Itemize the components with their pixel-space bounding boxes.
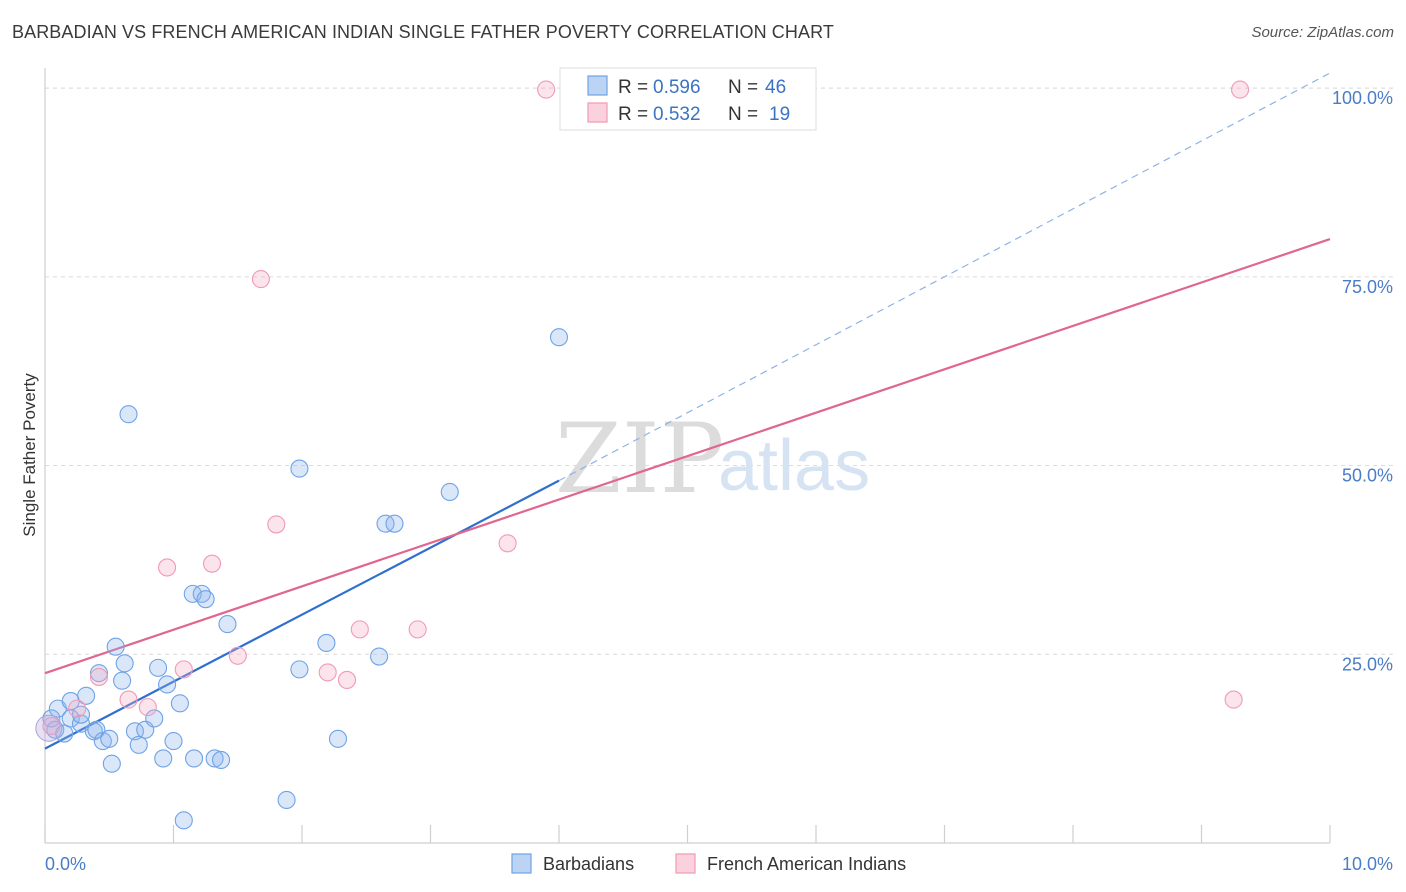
barbadian-point-17 [115, 654, 134, 673]
barbadian-point-43 [385, 514, 404, 533]
barbadian-point-27 [170, 694, 189, 713]
barbadian-point-41 [370, 647, 389, 666]
french-american-indian-point-9 [251, 270, 270, 289]
stats-swatch-blue [587, 75, 608, 96]
barbadian-point-15 [106, 637, 125, 656]
barbadian-point-10 [87, 720, 106, 739]
barbadian-point-22 [145, 709, 164, 728]
french-american-indian-point-6 [174, 660, 193, 679]
barbadian-trend-line [44, 479, 560, 750]
barbadian-trend-extension [558, 72, 1331, 482]
y-tick-label-3: 100.0% [1332, 88, 1393, 108]
french-american-indian-point-12 [337, 670, 357, 689]
stats-r-label-blue: R = [618, 77, 648, 98]
chart-title: BARBADIAN VS FRENCH AMERICAN INDIAN SING… [12, 22, 834, 42]
barbadian-point-20 [129, 735, 148, 754]
legend-label-blue[interactable]: Barbadians [543, 854, 634, 874]
legend-swatch-pink[interactable] [675, 853, 696, 874]
french-american-indian-point-18 [1231, 80, 1250, 99]
barbadian-point-40 [328, 729, 348, 748]
trend-lines [44, 72, 1331, 750]
barbadian-point-0 [42, 709, 61, 728]
barbadian-point-13 [100, 729, 119, 748]
watermark: ZIP atlas [555, 403, 870, 515]
french-american-indian-point-16 [537, 80, 556, 99]
barbadian-point-14 [102, 754, 121, 773]
stats-n-value-blue: 46 [765, 77, 786, 98]
x-tick-label-1: 10.0% [1342, 854, 1393, 874]
french-american-indian-point-15 [498, 534, 517, 553]
axes [44, 68, 1331, 844]
y-tick-label-1: 50.0% [1342, 466, 1393, 486]
barbadian-point-25 [158, 675, 177, 694]
stats-r-label-pink: R = [618, 104, 648, 125]
y-tick-label-2: 75.0% [1342, 277, 1393, 297]
data-points [35, 80, 1250, 830]
barbadian-point-44 [440, 482, 459, 502]
barbadian-point-34 [211, 750, 231, 770]
french-american-indian-point-3 [119, 690, 138, 709]
french-american-indian-point-13 [350, 620, 369, 639]
french-american-indian-point-4 [138, 698, 157, 717]
gridlines [45, 87, 1393, 655]
tick-labels: 25.0% 50.0% 75.0% 100.0% 0.0% 10.0% [45, 88, 1393, 874]
x-tick-label-0: 0.0% [45, 854, 86, 874]
watermark-zip: ZIP [555, 403, 724, 515]
y-tick-label-0: 25.0% [1342, 654, 1393, 674]
french-american-indian-point-10 [267, 515, 286, 534]
barbadian-point-30 [185, 749, 204, 768]
stats-n-label-pink: N = [728, 104, 758, 125]
barbadian-point-16 [113, 671, 132, 690]
french-american-indian-point-14 [408, 620, 427, 639]
legend: Barbadians French American Indians [511, 853, 906, 874]
french-american-indian-point-8 [228, 646, 247, 665]
french-american-indian-point-17 [1224, 690, 1243, 709]
french-american-indian-point-7 [203, 554, 222, 573]
stats-n-label-blue: N = [728, 77, 758, 98]
origin-cluster-point [35, 714, 63, 742]
legend-swatch-blue[interactable] [511, 853, 532, 874]
barbadian-point-36 [277, 790, 296, 810]
stats-box: R = 0.596 N = 46 R = 0.532 N = 19 [559, 67, 817, 131]
barbadian-point-35 [218, 615, 237, 634]
stats-n-value-pink: 19 [769, 104, 790, 125]
french-american-indian-point-11 [318, 663, 337, 682]
barbadian-point-26 [164, 732, 183, 751]
french-american-indian-point-1 [68, 699, 87, 718]
french-american-indian-point-2 [89, 667, 109, 686]
barbadian-point-32 [196, 590, 215, 609]
barbadian-point-8 [77, 686, 96, 705]
barbadian-point-24 [154, 749, 173, 768]
french-american-indian-trend-line [44, 238, 1331, 675]
source-credit: Source: ZipAtlas.com [1251, 24, 1394, 41]
barbadian-point-45 [549, 328, 569, 347]
legend-label-pink[interactable]: French American Indians [707, 854, 906, 874]
stats-r-value-pink: 0.532 [653, 104, 701, 125]
watermark-atlas: atlas [718, 426, 870, 506]
barbadian-point-38 [290, 459, 309, 478]
french-american-indian-point-5 [158, 558, 177, 577]
french-american-indian-point-0 [42, 716, 61, 736]
barbadian-point-39 [317, 633, 336, 653]
barbadian-point-28 [174, 811, 193, 830]
barbadian-point-33 [205, 749, 224, 768]
barbadian-point-37 [290, 660, 309, 679]
barbadian-point-23 [149, 658, 168, 677]
y-axis-label: Single Father Poverty [20, 373, 39, 537]
stats-r-value-blue: 0.596 [653, 77, 701, 98]
stats-swatch-pink [587, 102, 608, 123]
barbadian-point-18 [119, 405, 138, 424]
barbadian-point-11 [89, 664, 109, 683]
